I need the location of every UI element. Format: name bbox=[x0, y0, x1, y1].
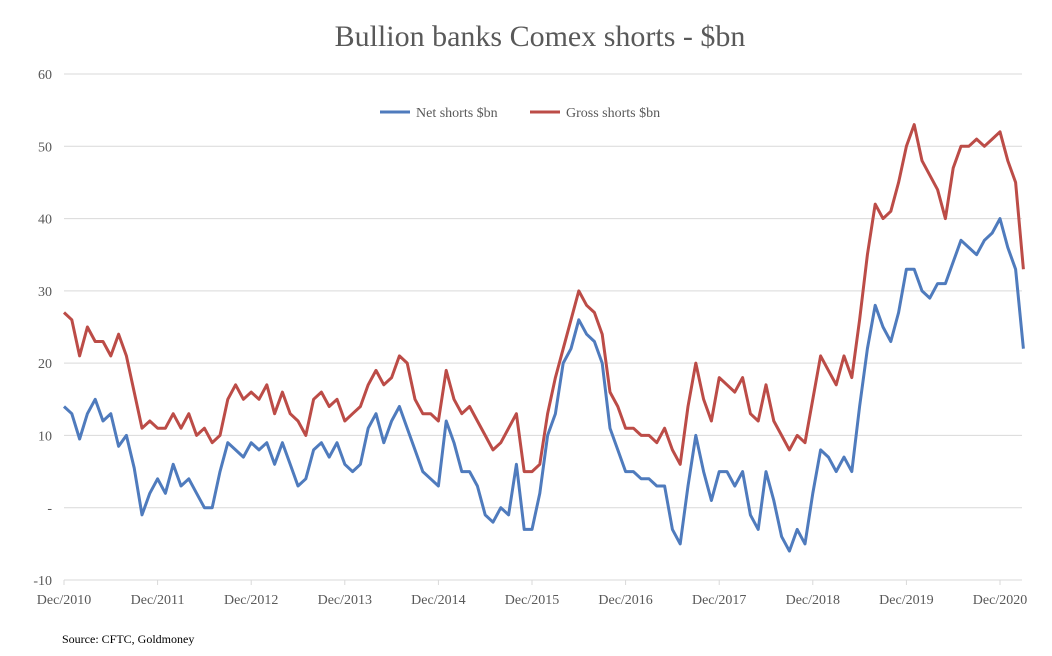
series-lines bbox=[62, 123, 1025, 553]
x-axis: Dec/2010 Dec/2011 Dec/2012 Dec/2013 Dec/2014… bbox=[37, 580, 1027, 608]
source-note: Source: CFTC, Goldmoney bbox=[62, 632, 194, 646]
x-tick-label: Dec/2010 bbox=[37, 593, 91, 608]
x-tick-label: Dec/2020 bbox=[973, 593, 1027, 608]
x-tick-label: Dec/2019 bbox=[879, 593, 933, 608]
chart-title: Bullion banks Comex shorts - $bn bbox=[335, 20, 746, 53]
x-tick-label: Dec/2012 bbox=[224, 593, 278, 608]
x-tick-label: Dec/2011 bbox=[131, 593, 185, 608]
x-tick-label: Dec/2018 bbox=[786, 593, 840, 608]
x-tick-label: Dec/2014 bbox=[411, 593, 465, 608]
y-tick-label: 50 bbox=[38, 140, 52, 155]
x-tick-label: Dec/2017 bbox=[692, 593, 746, 608]
legend: Net shorts $bn Gross shorts $bn bbox=[380, 106, 660, 121]
y-tick-label: 60 bbox=[38, 68, 52, 83]
y-tick-label: - bbox=[47, 502, 52, 517]
x-tick-label: Dec/2013 bbox=[318, 593, 372, 608]
series-line-gross-shorts bbox=[62, 123, 1025, 474]
y-tick-label: 20 bbox=[38, 357, 52, 372]
series-line-net-shorts bbox=[62, 217, 1025, 553]
legend-label-net: Net shorts $bn bbox=[416, 106, 498, 121]
x-tick-label: Dec/2016 bbox=[598, 593, 652, 608]
x-tick-label: Dec/2015 bbox=[505, 593, 559, 608]
gridlines bbox=[64, 73, 1022, 581]
y-tick-label: 40 bbox=[38, 213, 52, 228]
legend-label-gross: Gross shorts $bn bbox=[566, 106, 660, 121]
y-tick-label: 10 bbox=[38, 429, 52, 444]
y-tick-label: 30 bbox=[38, 285, 52, 300]
y-tick-label: -10 bbox=[33, 574, 52, 589]
